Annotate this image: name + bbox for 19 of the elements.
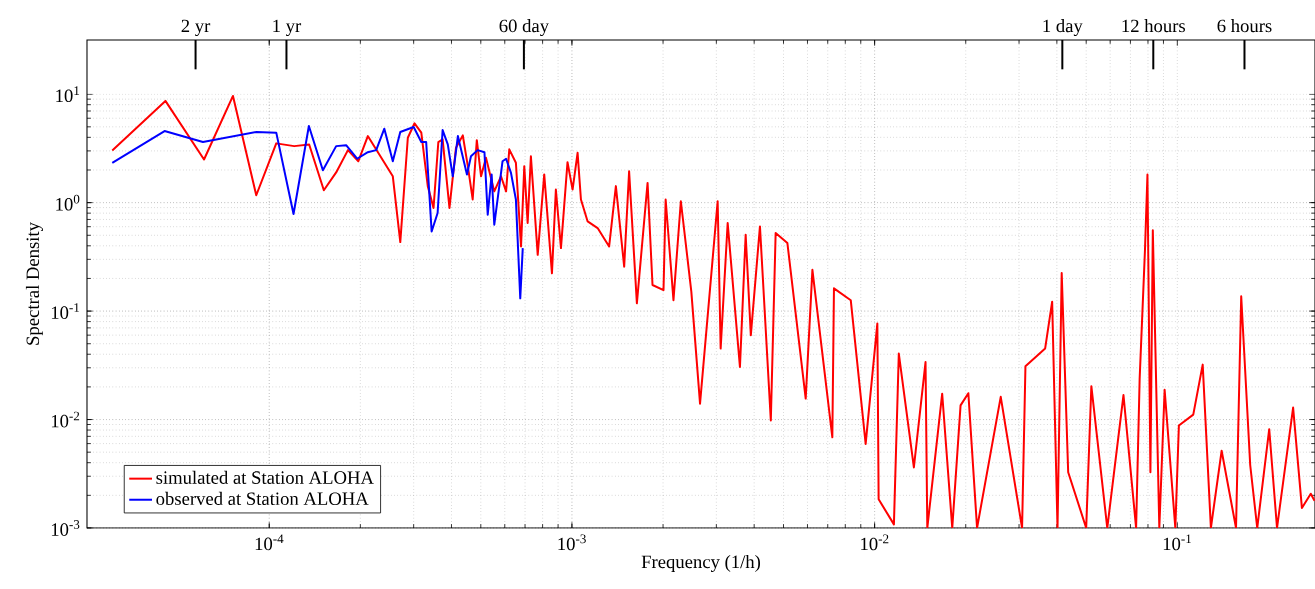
ref-line-label: 12 hours xyxy=(1122,19,1185,33)
ref-line-label: 1 day xyxy=(1043,19,1083,37)
x-tick-label: 10$^{-1}$ xyxy=(1163,534,1191,551)
legend-label: simulated at Station ALOHA xyxy=(156,470,374,484)
ref-line-label: 2 yr xyxy=(181,19,211,37)
x-tick-label: 10$^{-3}$ xyxy=(558,534,586,551)
x-tick-label: 10$^{-4}$ xyxy=(255,534,284,551)
y-axis-title: Spectral Density xyxy=(25,222,43,345)
ref-line-label: 60 day xyxy=(499,19,549,37)
y-tick-label: 10$^{-3}$ xyxy=(51,520,80,536)
y-tick-label: 10$^{-1}$ xyxy=(51,303,80,319)
ref-line-label: 1 yr xyxy=(273,19,302,37)
y-tick-label: 10$^{-2}$ xyxy=(51,411,80,428)
x-axis-title: Frequency (1/h) xyxy=(641,554,761,572)
legend-label: observed at Station ALOHA xyxy=(156,491,369,506)
y-tick-label: 10$^{0}$ xyxy=(56,194,80,211)
y-tick-label: 10$^{1}$ xyxy=(56,86,80,103)
x-tick-label: 10$^{-2}$ xyxy=(861,534,889,551)
ref-line-label: 6 hours xyxy=(1217,19,1272,33)
